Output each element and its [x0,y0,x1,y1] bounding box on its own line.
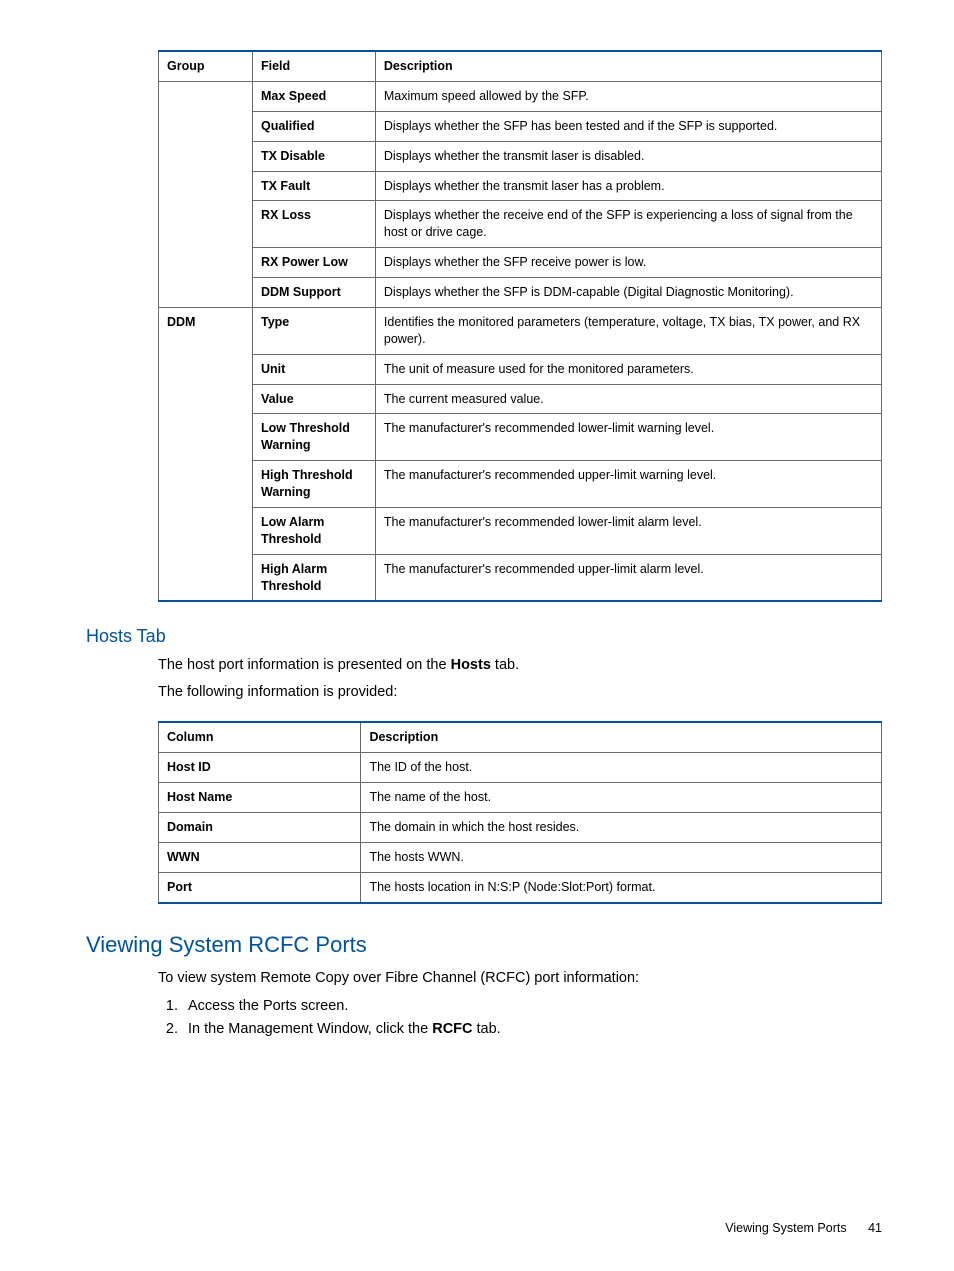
table-row: Qualified Displays whether the SFP has b… [159,111,882,141]
desc-cell: The manufacturer's recommended upper-lim… [375,554,881,601]
field-cell: Max Speed [252,81,375,111]
table-row: Unit The unit of measure used for the mo… [159,354,882,384]
field-cell: Type [252,307,375,354]
text-span: tab. [491,657,519,673]
table2-header-description: Description [361,722,882,752]
table-row: RX Loss Displays whether the receive end… [159,201,882,248]
table-row: WWN The hosts WWN. [159,842,882,872]
table-row: DDM Support Displays whether the SFP is … [159,278,882,308]
hosts-para1: The host port information is presented o… [158,655,882,676]
desc-cell: Displays whether the SFP has been tested… [375,111,881,141]
field-cell: Low Alarm Threshold [252,507,375,554]
table-row: Low Threshold Warning The manufacturer's… [159,414,882,461]
field-cell: DDM Support [252,278,375,308]
column-cell: WWN [159,842,361,872]
column-cell: Host ID [159,753,361,783]
field-cell: High Alarm Threshold [252,554,375,601]
table-row: Port The hosts location in N:S:P (Node:S… [159,872,882,902]
sfp-fields-table: Group Field Description Max Speed Maximu… [158,50,882,602]
hosts-columns-table: Column Description Host ID The ID of the… [158,721,882,903]
column-cell: Port [159,872,361,902]
field-cell: Unit [252,354,375,384]
group-cell [159,111,253,141]
table-row: Host Name The name of the host. [159,783,882,813]
desc-cell: The hosts WWN. [361,842,882,872]
field-cell: High Threshold Warning [252,461,375,508]
desc-cell: The hosts location in N:S:P (Node:Slot:P… [361,872,882,902]
table1-header-group: Group [159,51,253,81]
table-row: Value The current measured value. [159,384,882,414]
text-bold: Hosts [451,657,491,673]
table2-header-column: Column [159,722,361,752]
table-row: RX Power Low Displays whether the SFP re… [159,248,882,278]
table-row: DDM Type Identifies the monitored parame… [159,307,882,354]
table-row: High Threshold Warning The manufacturer'… [159,461,882,508]
table-row: TX Fault Displays whether the transmit l… [159,171,882,201]
column-cell: Domain [159,813,361,843]
table-row: High Alarm Threshold The manufacturer's … [159,554,882,601]
desc-cell: The domain in which the host resides. [361,813,882,843]
desc-cell: Displays whether the transmit laser is d… [375,141,881,171]
table-row: Max Speed Maximum speed allowed by the S… [159,81,882,111]
group-cell [159,461,253,508]
text-span: In the Management Window, click the [188,1021,432,1037]
field-cell: RX Power Low [252,248,375,278]
desc-cell: Displays whether the SFP receive power i… [375,248,881,278]
group-cell [159,171,253,201]
table-row: Host ID The ID of the host. [159,753,882,783]
desc-cell: Displays whether the SFP is DDM-capable … [375,278,881,308]
field-cell: RX Loss [252,201,375,248]
desc-cell: The ID of the host. [361,753,882,783]
desc-cell: The unit of measure used for the monitor… [375,354,881,384]
desc-cell: The current measured value. [375,384,881,414]
table1-header-description: Description [375,51,881,81]
group-cell [159,384,253,414]
desc-cell: The manufacturer's recommended upper-lim… [375,461,881,508]
group-cell [159,141,253,171]
group-cell [159,354,253,384]
desc-cell: Displays whether the transmit laser has … [375,171,881,201]
hosts-tab-heading: Hosts Tab [86,626,882,647]
footer-label: Viewing System Ports [725,1221,846,1235]
group-cell [159,278,253,308]
group-cell [159,201,253,248]
table1-header-field: Field [252,51,375,81]
desc-cell: Identifies the monitored parameters (tem… [375,307,881,354]
field-cell: Qualified [252,111,375,141]
page-footer: Viewing System Ports 41 [725,1221,882,1235]
group-cell [159,554,253,601]
step-item: In the Management Window, click the RCFC… [182,1018,882,1041]
field-cell: TX Fault [252,171,375,201]
group-cell [159,248,253,278]
desc-cell: Displays whether the receive end of the … [375,201,881,248]
field-cell: Low Threshold Warning [252,414,375,461]
desc-cell: The manufacturer's recommended lower-lim… [375,414,881,461]
table-row: Low Alarm Threshold The manufacturer's r… [159,507,882,554]
group-cell [159,507,253,554]
group-cell [159,414,253,461]
group-cell [159,81,253,111]
desc-cell: The manufacturer's recommended lower-lim… [375,507,881,554]
rcfc-steps: Access the Ports screen. In the Manageme… [158,995,882,1041]
text-bold: RCFC [432,1021,472,1037]
column-cell: Host Name [159,783,361,813]
hosts-para2: The following information is provided: [158,682,882,703]
desc-cell: Maximum speed allowed by the SFP. [375,81,881,111]
rcfc-heading: Viewing System RCFC Ports [86,932,882,958]
field-cell: Value [252,384,375,414]
table-row: Domain The domain in which the host resi… [159,813,882,843]
footer-page-number: 41 [868,1221,882,1235]
field-cell: TX Disable [252,141,375,171]
text-span: tab. [473,1021,501,1037]
text-span: The host port information is presented o… [158,657,451,673]
group-cell: DDM [159,307,253,354]
desc-cell: The name of the host. [361,783,882,813]
rcfc-para: To view system Remote Copy over Fibre Ch… [158,968,882,989]
step-item: Access the Ports screen. [182,995,882,1018]
table-row: TX Disable Displays whether the transmit… [159,141,882,171]
